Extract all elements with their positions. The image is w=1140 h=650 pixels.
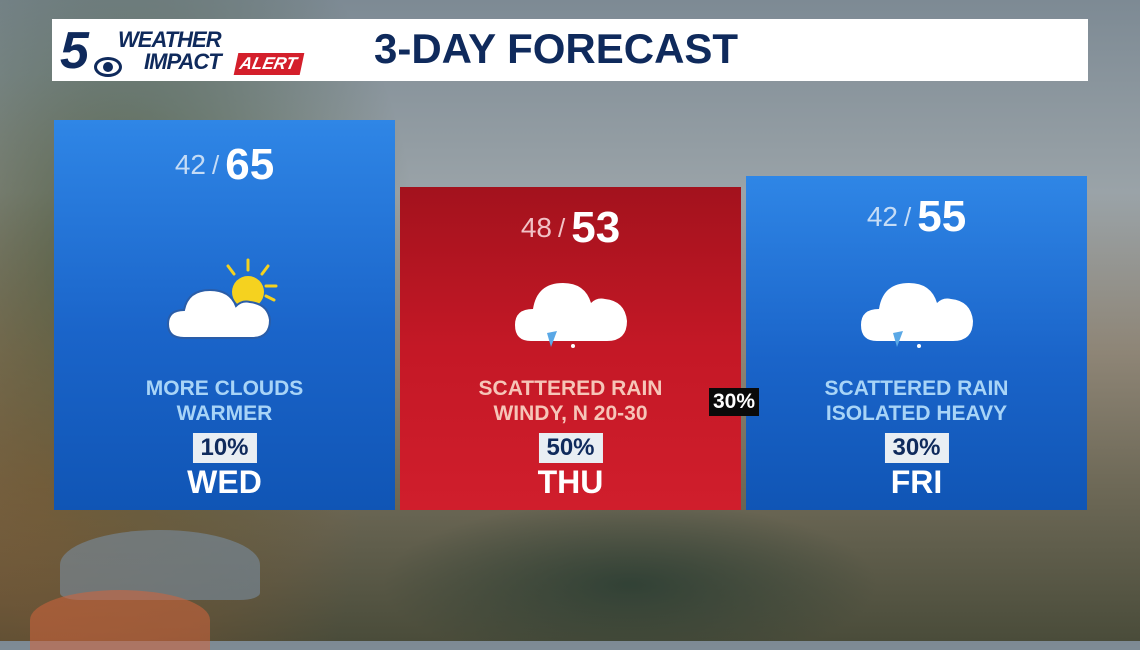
description-line2: WARMER	[176, 402, 273, 425]
forecast-card-fri: 42/55 SCATTERED RAIN ISOLATED HEAVY 30% …	[746, 176, 1087, 510]
day-label: THU	[537, 464, 604, 500]
background-river	[380, 500, 880, 641]
station-logo: 5 WEATHER IMPACT ALERT	[60, 22, 320, 80]
background-umbrella	[60, 530, 260, 600]
low-temp: 48	[520, 212, 552, 243]
description-line2: ISOLATED HEAVY	[825, 402, 1008, 425]
temperature-range: 42/55	[746, 192, 1087, 242]
day-label: WED	[187, 464, 262, 500]
temperature-range: 48/53	[400, 203, 741, 253]
temp-separator: /	[557, 212, 566, 243]
description-line1: SCATTERED RAIN	[824, 377, 1009, 400]
low-temp: 42	[174, 149, 206, 180]
temp-separator: /	[903, 201, 912, 232]
high-temp: 65	[225, 140, 275, 189]
high-temp: 55	[917, 192, 967, 241]
high-temp: 53	[571, 203, 621, 252]
precip-chance: 30%	[884, 433, 949, 463]
logo-alert-badge: ALERT	[233, 53, 305, 75]
precip-chance: 10%	[192, 433, 257, 463]
precip-chance: 50%	[538, 433, 603, 463]
background-umbrella	[30, 590, 210, 650]
forecast-card-wed: 42/65 MORE CLOUDS WARMER 10% WED	[54, 120, 395, 510]
cbs-eye-icon	[94, 57, 122, 77]
logo-weather-text: WEATHER	[118, 27, 222, 52]
rain-cloud-icon	[514, 283, 627, 348]
logo-impact-text: IMPACT	[144, 49, 222, 74]
forecast-description: MORE CLOUDS WARMER	[54, 376, 395, 426]
temperature-range: 42/65	[54, 140, 395, 190]
low-temp: 42	[866, 201, 898, 232]
description-line1: MORE CLOUDS	[145, 377, 304, 400]
rain-cloud-icon	[860, 283, 973, 348]
page-title: 3-DAY FORECAST	[374, 25, 739, 72]
forecast-description: SCATTERED RAIN ISOLATED HEAVY	[746, 376, 1087, 426]
forecast-description: SCATTERED RAIN WINDY, N 20-30	[400, 376, 741, 426]
day-label: FRI	[890, 464, 943, 500]
forecast-card-thu: 48/53 SCATTERED RAIN WINDY, N 20-30 50% …	[400, 187, 741, 510]
partly-sunny-icon	[166, 258, 277, 339]
side-percent-badge: 30%	[709, 388, 760, 416]
description-line1: SCATTERED RAIN	[478, 377, 663, 400]
header-bar: 5 WEATHER IMPACT ALERT 3-DAY FORECAST	[52, 19, 1088, 81]
description-line2: WINDY, N 20-30	[493, 402, 648, 425]
temp-separator: /	[211, 149, 220, 180]
logo-number: 5	[60, 22, 89, 80]
